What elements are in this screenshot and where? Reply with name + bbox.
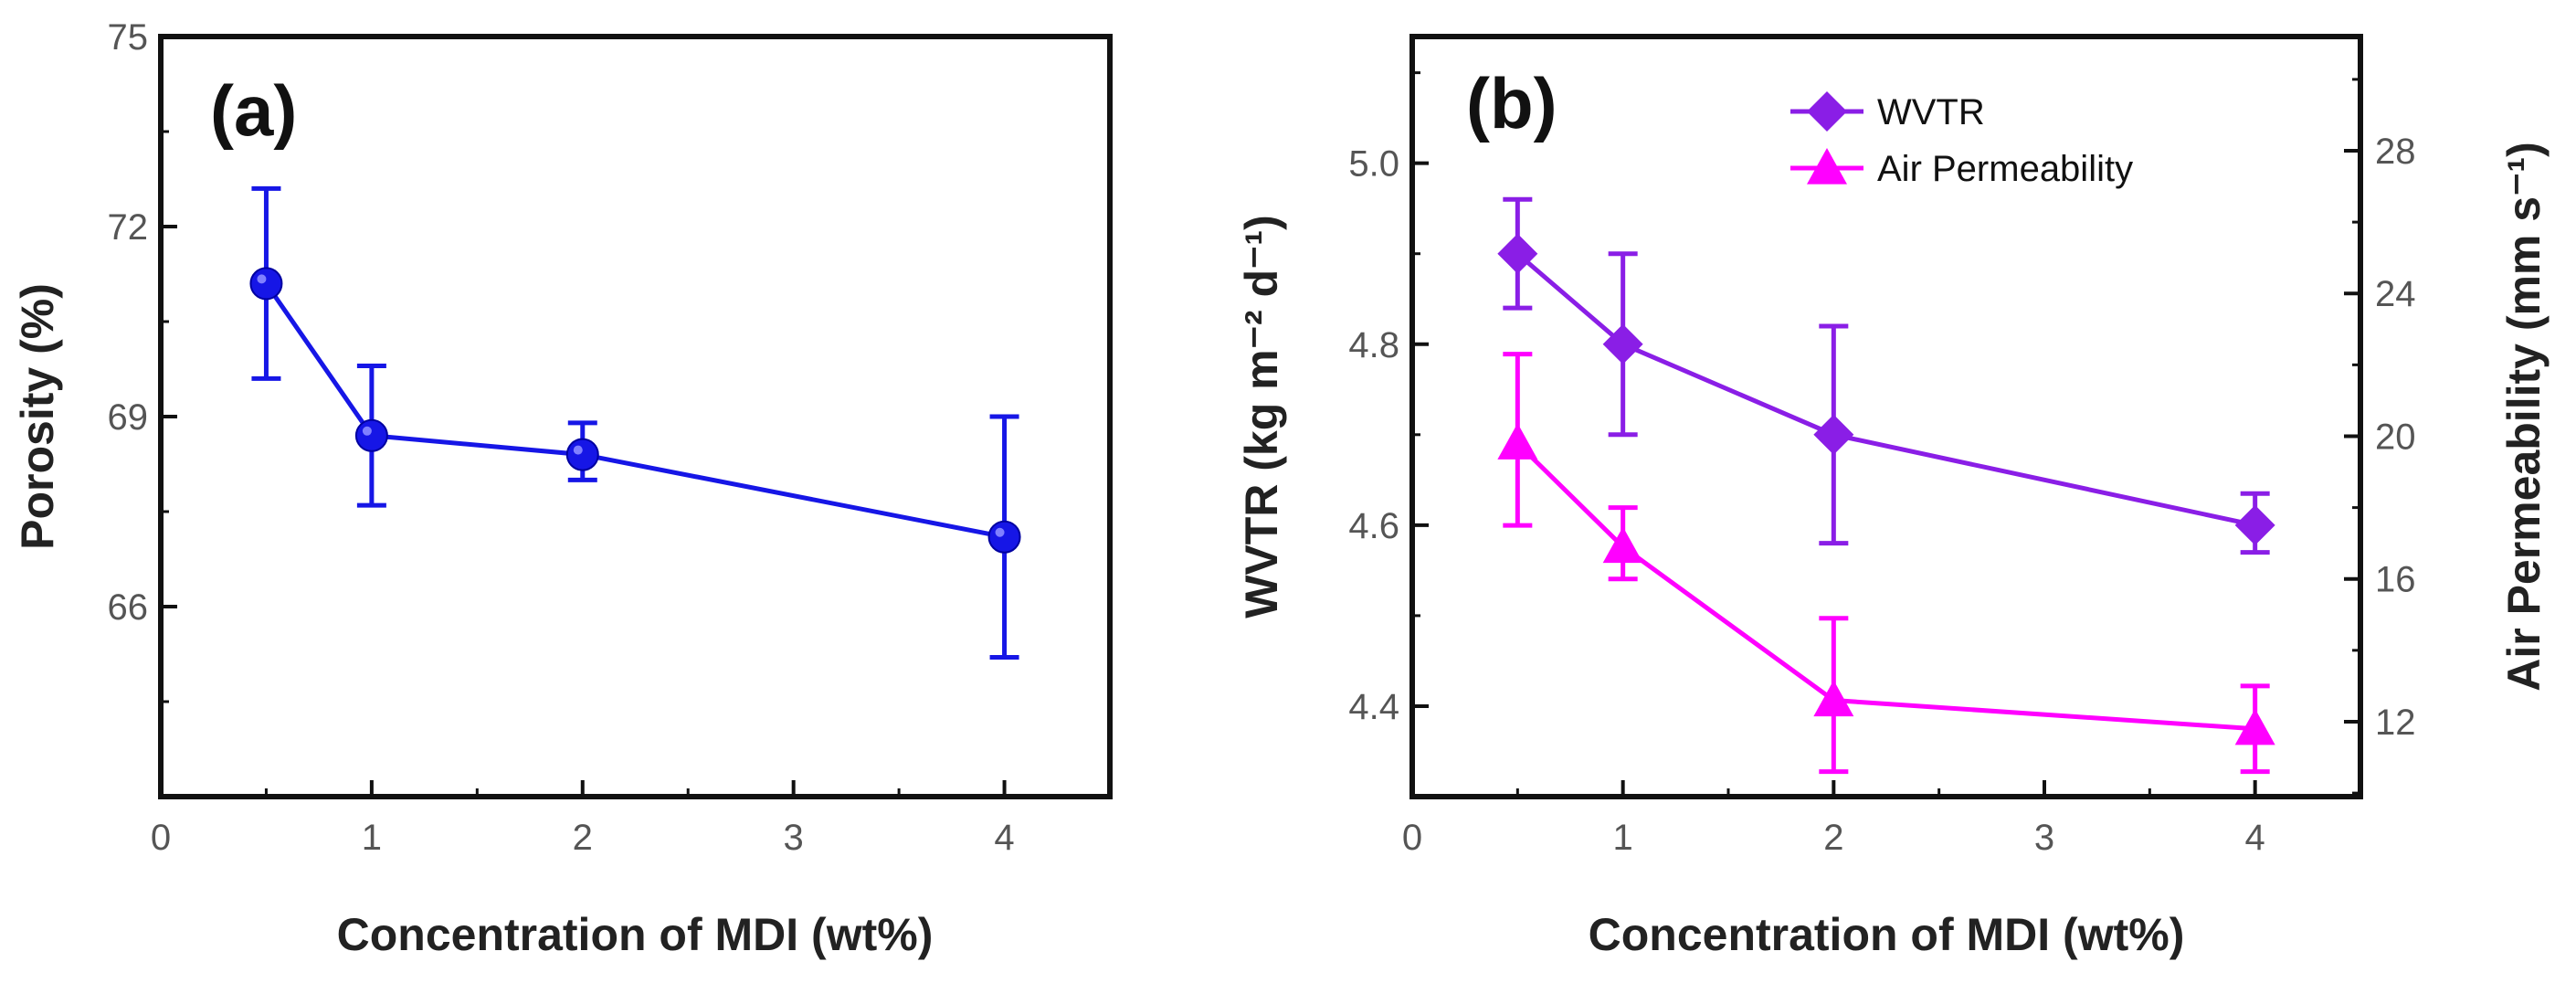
wvtr-series-point (2234, 504, 2275, 545)
panel-b-y2-tick-label: 12 (2375, 703, 2416, 743)
panel-b-y-tick-label: 4.6 (1348, 506, 1399, 546)
wvtr-series-line (1515, 251, 2256, 528)
panel-a-x-ticks: 0 1 2 3 4 (151, 780, 1015, 858)
panel-b-series (1497, 196, 2275, 775)
panel-b-label: (b) (1466, 63, 1557, 143)
porosity-series-point-highlight (995, 527, 1005, 537)
panel-b-x-axis-label: Concentration of MDI (wt%) (1589, 909, 2185, 960)
panel-b-x-tick-label: 1 (1613, 818, 1633, 858)
air-permeability-series-point (1602, 526, 1643, 564)
air-permeability-series-point (2234, 708, 2275, 745)
legend-wvtr-point (1807, 91, 1847, 132)
panel-a-y-ticks: 66 69 72 75 (108, 17, 177, 703)
panel-b-y-tick-label: 5.0 (1348, 144, 1399, 185)
wvtr-series-point (1602, 323, 1643, 365)
panel-b-y-tick-label: 4.8 (1348, 325, 1399, 365)
porosity-series-point-highlight (573, 445, 583, 455)
air-permeability-series-point (1813, 680, 1854, 717)
wvtr-series-point (1813, 414, 1854, 455)
panel-a-x-tick-label: 2 (573, 818, 593, 858)
panel-b-y2-axis-label: Air Permeability (mm s⁻¹) (2498, 142, 2550, 692)
panel-b-y-axis-label: WVTR (kg m⁻² d⁻¹) (1236, 215, 1287, 618)
panel-b-y2-tick-label: 16 (2375, 560, 2416, 600)
panel-a-x-tick-label: 3 (784, 818, 804, 858)
panel-b-y2-tick-label: 24 (2375, 274, 2416, 314)
panel-b-plot-frame (1409, 34, 2363, 799)
panel-b-x-tick-label: 3 (2034, 818, 2054, 858)
panel-a-porosity-chart: (a) 0 1 2 3 4 66 69 72 75 Concentration of MDI … (12, 17, 1113, 960)
porosity-series-point-highlight (362, 426, 372, 436)
panel-a-y-tick-label: 66 (108, 587, 149, 628)
panel-a-y-tick-label: 69 (108, 397, 149, 438)
panel-b-x-tick-label: 0 (1402, 818, 1422, 858)
panel-b-y-tick-label: 4.4 (1348, 687, 1399, 727)
air-permeability-series-line (1515, 441, 2255, 732)
panel-a-x-axis-label: Concentration of MDI (wt%) (337, 909, 934, 960)
wvtr-series-point (1497, 233, 1538, 274)
panel-b-y-ticks: 4.4 4.6 4.8 5.0 (1348, 71, 1429, 798)
panel-a-y-tick-label: 72 (108, 207, 149, 248)
legend-air-permeability-label: Air Permeability (1877, 149, 2133, 189)
panel-a-label: (a) (210, 70, 297, 151)
porosity-series-point (565, 438, 599, 471)
panel-b-x-tick-label: 4 (2245, 818, 2265, 858)
porosity-series-point (987, 520, 1021, 554)
porosity-series-point (354, 418, 388, 452)
panel-b-y2-tick-label: 28 (2375, 132, 2416, 172)
panel-a-y-tick-label: 75 (108, 17, 149, 58)
panel-a-series (249, 185, 1021, 660)
air-permeability-series-point (1497, 423, 1538, 460)
legend-air-permeability-point (1807, 148, 1847, 185)
panel-a-x-tick-label: 0 (151, 818, 171, 858)
panel-a-y-axis-label: Porosity (%) (12, 283, 63, 550)
panel-a-plot-frame (158, 34, 1113, 799)
panel-a-x-tick-label: 4 (994, 818, 1014, 858)
panel-b-x-ticks: 0 1 2 3 4 (1402, 780, 2265, 858)
panel-a-x-tick-label: 1 (362, 818, 382, 858)
panel-b-y2-ticks: 12 16 20 24 28 (2344, 78, 2416, 795)
porosity-series-point-highlight (257, 274, 267, 284)
panel-b-legend: WVTR Air Permeability (1790, 91, 2133, 189)
legend-wvtr-label: WVTR (1877, 92, 1985, 132)
porosity-series-point (249, 267, 283, 301)
panel-b-y2-tick-label: 20 (2375, 417, 2416, 457)
porosity-series-line (264, 281, 1006, 540)
panel-b-x-tick-label: 2 (1823, 818, 1843, 858)
